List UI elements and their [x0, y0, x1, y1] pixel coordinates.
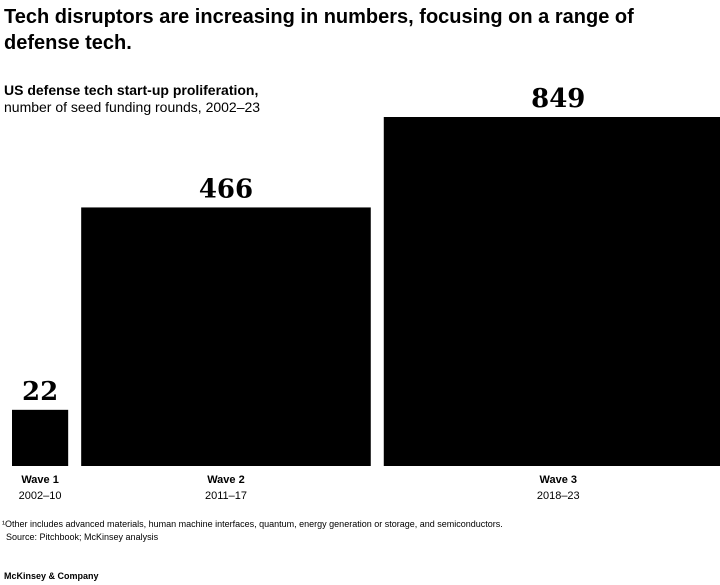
- value-label: 22: [22, 377, 58, 407]
- brand-logo-text: McKinsey & Company: [4, 571, 99, 581]
- chart-subtitle: number of seed funding rounds, 2002–23: [4, 99, 261, 115]
- bar-wave-3: [383, 117, 720, 466]
- chart-headline: Tech disruptors are increasing in number…: [4, 6, 634, 54]
- category-period-label: 2002–10: [19, 490, 62, 502]
- footnote: ¹Other includes advanced materials, huma…: [2, 519, 503, 529]
- category-label: Wave 2: [207, 474, 245, 486]
- category-label: Wave 1: [21, 474, 59, 486]
- category-period-label: 2018–23: [537, 490, 580, 502]
- source-note: Source: Pitchbook; McKinsey analysis: [6, 532, 159, 542]
- bar-wave-1: [12, 409, 69, 466]
- value-label: 466: [199, 174, 253, 204]
- category-period-label: 2011–17: [205, 490, 247, 502]
- chart-title: US defense tech start-up proliferation,: [4, 82, 259, 98]
- value-label: 849: [531, 84, 585, 114]
- category-label: Wave 3: [540, 474, 578, 486]
- bar-wave-2: [81, 207, 371, 466]
